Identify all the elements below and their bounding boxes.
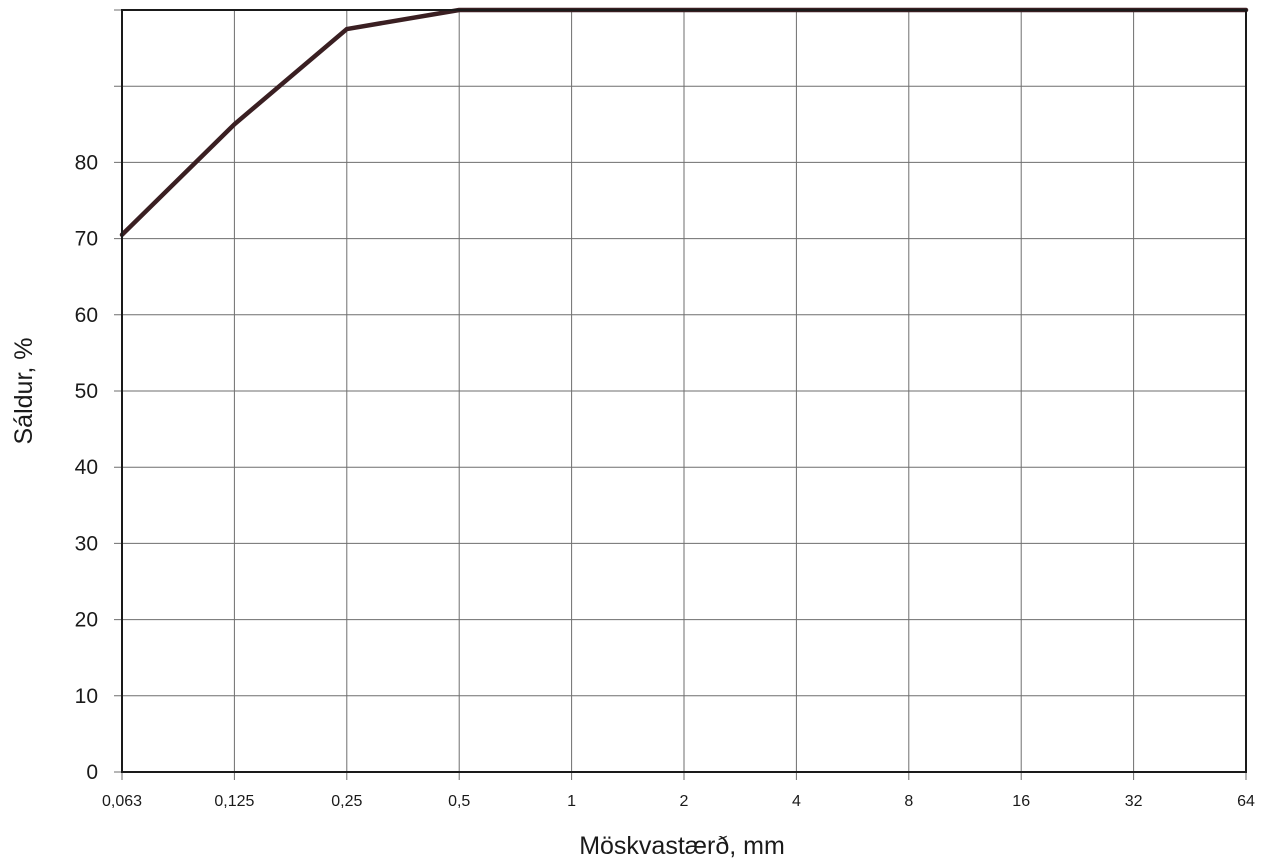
y-tick-label: 80 xyxy=(75,151,98,174)
x-tick-label: 64 xyxy=(1237,793,1255,810)
y-tick-label: 50 xyxy=(75,380,98,403)
data-point xyxy=(233,123,235,125)
x-axis-tick-labels: 0,063 0,125 0,25 0,5 1 2 4 8 16 32 64 xyxy=(102,793,1255,810)
y-tick-label: 0 xyxy=(86,761,98,784)
y-axis-tick-labels: 0 10 20 30 40 50 60 70 80 xyxy=(75,151,98,784)
y-axis-title: Sáldur, % xyxy=(10,337,38,444)
y-tick-label: 40 xyxy=(75,456,98,479)
y-tick-label: 30 xyxy=(75,532,98,555)
x-tick-label: 8 xyxy=(904,793,913,810)
x-tick-label: 1 xyxy=(567,793,576,810)
y-tick-label: 70 xyxy=(75,228,98,251)
plot-frame xyxy=(121,9,1247,773)
y-tick-label: 60 xyxy=(75,304,98,327)
x-tick-label: 0,5 xyxy=(448,793,470,810)
x-tick-label: 0,063 xyxy=(102,793,142,810)
x-axis-title: Möskvastærð, mm xyxy=(579,832,785,860)
data-point xyxy=(346,28,348,30)
y-tick-label: 20 xyxy=(75,609,98,632)
grid xyxy=(114,9,1247,780)
x-tick-label: 4 xyxy=(792,793,801,810)
y-tick-label: 10 xyxy=(75,685,98,708)
x-tick-label: 32 xyxy=(1125,793,1143,810)
x-tick-label: 0,25 xyxy=(331,793,362,810)
x-tick-label: 16 xyxy=(1012,793,1030,810)
x-tick-label: 2 xyxy=(680,793,689,810)
x-tick-label: 0,125 xyxy=(214,793,254,810)
